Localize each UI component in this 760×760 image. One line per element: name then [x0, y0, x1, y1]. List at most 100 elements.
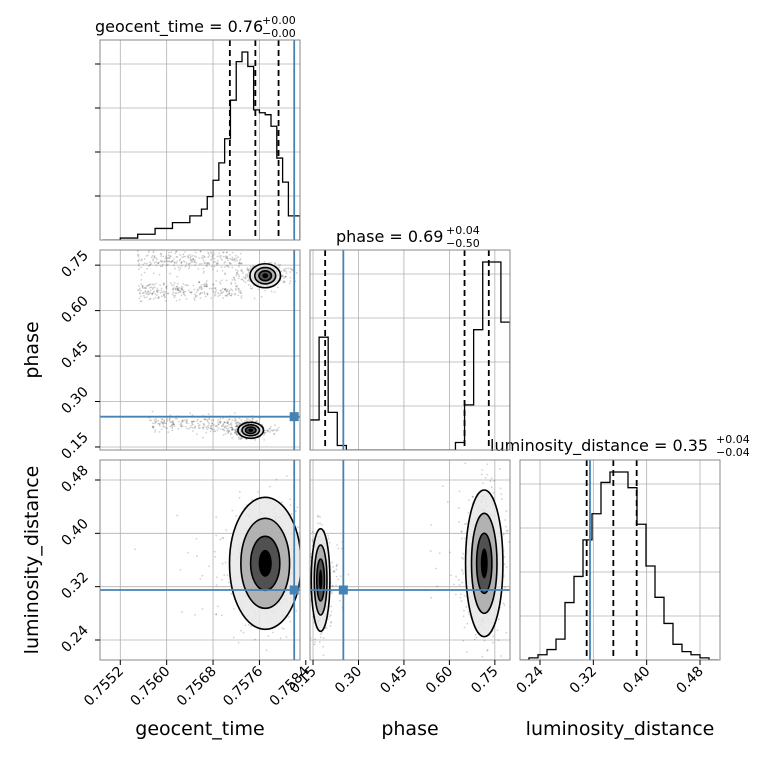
- sample-point: [189, 291, 192, 294]
- sample-point: [174, 292, 177, 295]
- sample-point: [193, 255, 196, 257]
- sample-point: [229, 257, 231, 260]
- histogram-step-phase: [310, 261, 510, 450]
- sample-point: [234, 431, 236, 434]
- sample-point: [165, 422, 167, 425]
- sample-point: [192, 257, 195, 260]
- svg-text:geocent_time = 0.76: geocent_time = 0.76: [95, 17, 263, 37]
- sample-point: [183, 247, 185, 249]
- sample-point: [234, 293, 236, 296]
- svg-text:−0.00: −0.00: [262, 27, 296, 40]
- sample-point: [154, 296, 157, 299]
- truth-marker: [289, 585, 299, 595]
- sample-point: [238, 438, 240, 440]
- sample-point: [233, 258, 235, 261]
- sample-point: [207, 251, 210, 254]
- sample-point: [233, 278, 236, 281]
- sample-point: [217, 295, 220, 298]
- sample-point: [238, 422, 241, 425]
- sample-point: [245, 273, 248, 276]
- sample-point: [203, 283, 205, 286]
- sample-point: [460, 600, 463, 602]
- sample-point: [234, 279, 237, 282]
- sample-point: [201, 574, 204, 577]
- sample-point: [208, 263, 211, 265]
- sample-point: [217, 605, 219, 608]
- sample-point: [339, 575, 342, 578]
- sample-point: [505, 530, 508, 533]
- sample-point: [207, 413, 210, 416]
- sample-point: [233, 258, 236, 260]
- sample-point: [152, 425, 155, 428]
- sample-point: [179, 568, 182, 571]
- sample-point: [304, 614, 306, 616]
- sample-point: [180, 294, 183, 297]
- sample-point: [240, 437, 243, 440]
- sample-point: [202, 271, 205, 274]
- sample-point: [157, 422, 160, 425]
- sample-point: [288, 282, 291, 285]
- sample-point: [234, 431, 237, 434]
- y-tick-label: 0.40: [58, 516, 91, 549]
- sample-point: [249, 285, 252, 287]
- sample-point: [227, 431, 230, 434]
- sample-point: [239, 252, 242, 255]
- sample-point: [156, 287, 159, 290]
- sample-point: [197, 267, 200, 270]
- sample-point: [248, 422, 251, 424]
- sample-point: [163, 260, 166, 263]
- sample-point: [186, 420, 188, 422]
- sample-point: [173, 425, 176, 428]
- sample-point: [335, 565, 338, 567]
- sample-point: [198, 263, 201, 265]
- sample-point: [249, 265, 252, 268]
- sample-point: [471, 495, 474, 498]
- sample-point: [175, 250, 177, 253]
- sample-point: [233, 276, 236, 279]
- sample-point: [237, 277, 240, 280]
- sample-point: [237, 287, 239, 290]
- sample-point: [238, 490, 241, 493]
- sample-point: [205, 264, 208, 267]
- sample-point: [147, 290, 149, 293]
- sample-point: [486, 473, 489, 476]
- sample-point: [246, 273, 249, 276]
- panel-1-1: [310, 250, 510, 450]
- sample-point: [160, 245, 162, 247]
- sample-point: [184, 294, 186, 297]
- sample-point: [149, 286, 152, 289]
- sample-point: [204, 283, 207, 286]
- sample-point: [337, 613, 339, 615]
- sample-point: [137, 289, 139, 292]
- sample-point: [319, 522, 322, 525]
- sample-point: [213, 258, 216, 260]
- sample-point: [198, 281, 201, 284]
- sample-point: [500, 498, 503, 501]
- axes-frame: [99, 39, 301, 241]
- sample-point: [483, 639, 486, 642]
- panel-2-0: [100, 460, 339, 660]
- sample-point: [223, 426, 226, 429]
- sample-point: [213, 550, 216, 553]
- sample-point: [503, 563, 506, 566]
- sample-point: [171, 284, 173, 286]
- sample-point: [147, 254, 149, 257]
- sample-point: [222, 251, 224, 254]
- sample-point: [211, 265, 214, 268]
- sample-point: [285, 475, 288, 477]
- sample-point: [163, 283, 165, 286]
- sample-point: [189, 257, 192, 260]
- sample-point: [251, 287, 254, 290]
- sample-point: [145, 262, 148, 265]
- sample-point: [210, 297, 213, 299]
- sample-point: [322, 645, 325, 648]
- sample-point: [222, 428, 225, 431]
- sample-point: [206, 293, 209, 296]
- sample-point: [236, 270, 239, 272]
- sample-point: [216, 255, 219, 258]
- sample-point: [317, 515, 320, 518]
- sample-point: [257, 288, 260, 291]
- sample-point: [198, 287, 201, 289]
- sample-point: [210, 252, 213, 255]
- sample-point: [198, 424, 201, 427]
